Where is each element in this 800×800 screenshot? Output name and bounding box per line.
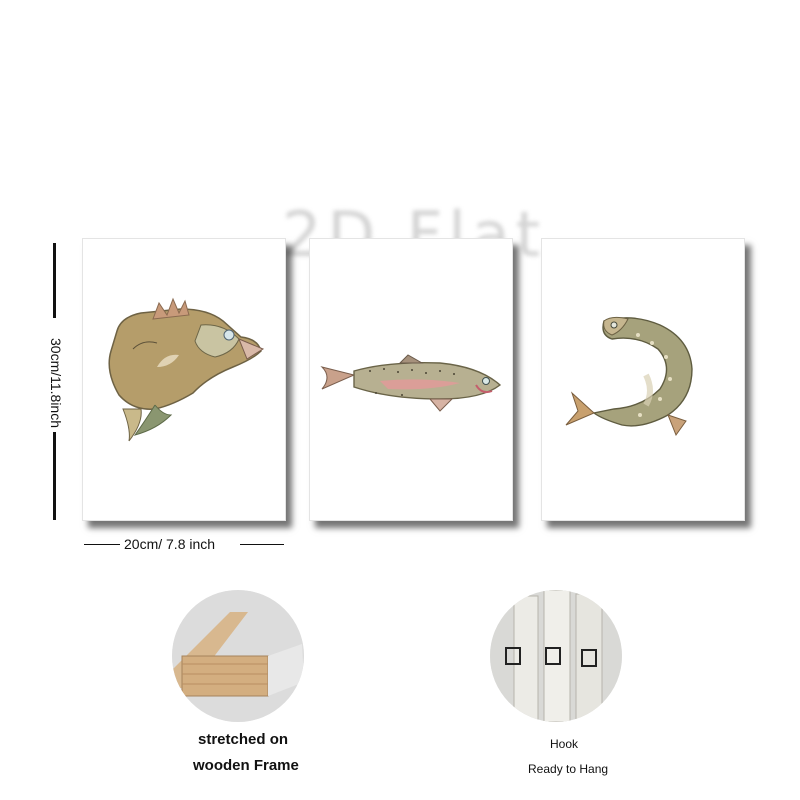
wooden-frame-photo	[172, 590, 304, 722]
width-marker-left	[84, 544, 120, 545]
height-marker-top	[53, 243, 56, 318]
trout-illustration	[320, 354, 502, 412]
height-label: 30cm/11.8inch	[48, 337, 64, 429]
canvas-panel-trout	[309, 238, 513, 521]
height-marker-bottom	[53, 432, 56, 520]
hanging-hook-photo	[490, 590, 622, 722]
canvas-panel-bass	[82, 238, 286, 521]
width-marker-right	[240, 544, 284, 545]
frame-caption-line1: stretched on	[198, 731, 289, 748]
width-label: 20cm/ 7.8 inch	[124, 536, 216, 552]
canvas-panel-pike	[541, 238, 745, 521]
hook-caption-line2: Ready to Hang	[528, 762, 609, 776]
hook-caption-line1: Hook	[550, 737, 579, 751]
pike-illustration	[565, 316, 693, 437]
bass-illustration	[108, 297, 265, 442]
frame-caption-line2: wooden Frame	[193, 757, 299, 774]
